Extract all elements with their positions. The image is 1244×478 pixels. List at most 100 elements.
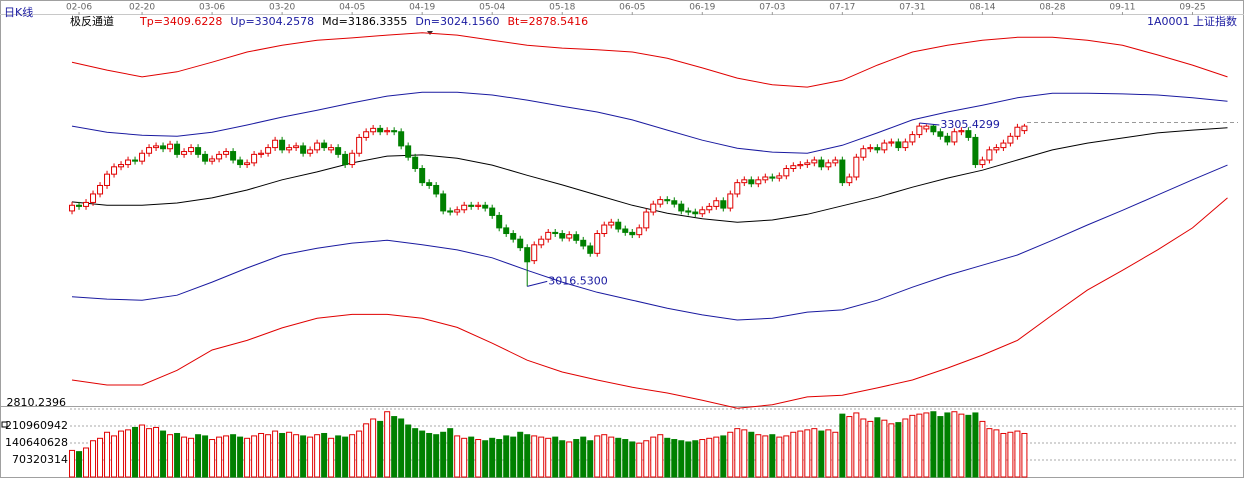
volume-bar bbox=[552, 436, 559, 478]
candle-body bbox=[202, 153, 209, 162]
volume-bar bbox=[265, 434, 272, 478]
volume-bar bbox=[174, 432, 181, 478]
candle-body bbox=[188, 147, 195, 153]
candle-body bbox=[818, 159, 825, 168]
volume-bar bbox=[909, 414, 916, 478]
volume-bar bbox=[391, 416, 398, 478]
volume-bar bbox=[468, 436, 475, 478]
candle-body bbox=[1007, 135, 1014, 144]
candle-body bbox=[930, 125, 937, 133]
candle-body bbox=[559, 233, 566, 239]
volume-bar bbox=[923, 412, 930, 478]
candle-body bbox=[881, 142, 888, 151]
volume-bar bbox=[489, 437, 496, 478]
volume-bar bbox=[713, 436, 720, 478]
volume-bar bbox=[832, 431, 839, 478]
candle-body bbox=[496, 214, 503, 229]
volume-bar bbox=[223, 435, 230, 478]
candle-body bbox=[83, 201, 90, 207]
candle-body bbox=[328, 147, 335, 151]
legend-entry: Md=3186.3355 bbox=[322, 15, 407, 28]
volume-bar bbox=[594, 435, 601, 478]
volume-bar bbox=[965, 414, 972, 478]
band-line bbox=[71, 127, 1228, 223]
candle-body bbox=[762, 176, 769, 181]
volume-bar bbox=[538, 436, 545, 478]
volume-bar bbox=[566, 441, 573, 478]
volume-bar bbox=[251, 435, 258, 478]
x-tick-label: 04-05 bbox=[339, 3, 365, 13]
volume-bar bbox=[69, 449, 76, 478]
candle-body bbox=[517, 238, 524, 249]
volume-bar bbox=[972, 412, 979, 478]
candle-body bbox=[790, 165, 797, 170]
candle-body bbox=[916, 125, 923, 136]
candle-body bbox=[664, 199, 671, 202]
candle-body bbox=[944, 135, 951, 143]
candle-body bbox=[286, 147, 293, 151]
candle-body bbox=[69, 204, 76, 212]
volume-bar bbox=[692, 440, 699, 478]
candle-body bbox=[426, 182, 433, 186]
volume-bar bbox=[279, 432, 286, 478]
candle-body bbox=[769, 176, 776, 179]
volume-bar bbox=[790, 431, 797, 478]
candle-body bbox=[874, 147, 881, 151]
candle-body bbox=[958, 130, 965, 133]
volume-bar bbox=[769, 434, 776, 478]
volume-bar bbox=[258, 432, 265, 478]
volume-bar bbox=[825, 429, 832, 478]
volume-bar bbox=[881, 419, 888, 478]
candle-body bbox=[748, 179, 755, 185]
candle-body bbox=[986, 149, 993, 161]
volume-bar bbox=[664, 437, 671, 478]
candle-body bbox=[321, 142, 328, 149]
candle-body bbox=[97, 184, 104, 195]
candle-body bbox=[608, 221, 615, 226]
x-tick-label: 09-25 bbox=[1179, 3, 1205, 13]
volume-bar bbox=[426, 432, 433, 478]
candle-body bbox=[461, 204, 468, 211]
volume-bar bbox=[475, 439, 482, 478]
candle-body bbox=[545, 231, 552, 240]
volume-bar bbox=[356, 430, 363, 478]
volume-bar bbox=[440, 431, 447, 478]
volume-bar bbox=[1014, 430, 1021, 478]
volume-bar bbox=[517, 431, 524, 478]
annotation-pointer bbox=[919, 122, 940, 126]
candle-body bbox=[272, 139, 279, 149]
candle-body bbox=[972, 136, 979, 166]
candle-body bbox=[146, 147, 153, 154]
volume-bar bbox=[83, 447, 90, 478]
x-tick-label: 06-05 bbox=[619, 3, 645, 13]
candle-body bbox=[251, 153, 258, 164]
x-tick-label: 03-20 bbox=[269, 3, 295, 13]
candle-body bbox=[678, 203, 685, 212]
volume-bar bbox=[482, 440, 489, 478]
volume-bar bbox=[755, 434, 762, 478]
candle-body bbox=[853, 156, 860, 178]
volume-bar bbox=[314, 434, 321, 478]
volume-bar bbox=[874, 417, 881, 478]
candle-body bbox=[713, 200, 720, 207]
volume-bar bbox=[307, 436, 314, 478]
volume-bar bbox=[706, 437, 713, 478]
x-tick-label: 07-03 bbox=[759, 3, 785, 13]
candle-body bbox=[482, 204, 489, 209]
candle-body bbox=[1000, 142, 1007, 149]
volume-bar bbox=[209, 439, 216, 478]
volume-bar bbox=[797, 430, 804, 478]
volume-bar bbox=[930, 411, 937, 478]
band-line bbox=[71, 91, 1228, 154]
candle-body bbox=[370, 127, 377, 133]
candle-body bbox=[342, 153, 349, 166]
annotation-pointer bbox=[527, 280, 548, 287]
volume-bar bbox=[587, 440, 594, 478]
volume-bar bbox=[216, 436, 223, 478]
volume-bar bbox=[111, 435, 118, 478]
volume-bar bbox=[125, 429, 132, 478]
volume-bar bbox=[146, 428, 153, 478]
volume-bar bbox=[1007, 431, 1014, 478]
candle-body bbox=[671, 200, 678, 205]
